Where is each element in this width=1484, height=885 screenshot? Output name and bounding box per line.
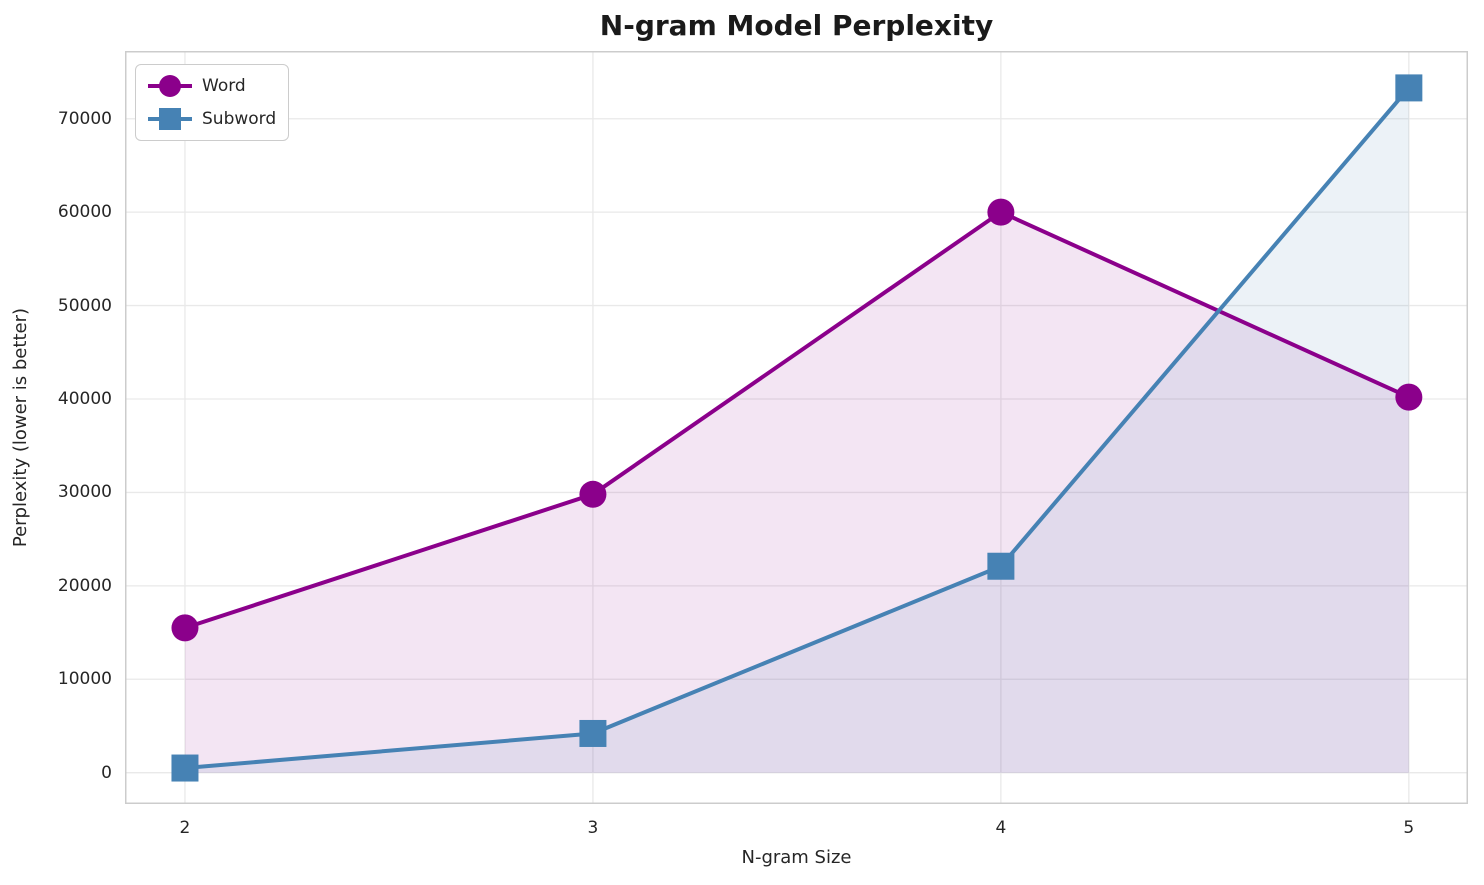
word-line [182,210,1411,630]
legend: Word Subword [135,64,290,141]
x-tick-label: 3 [587,818,599,838]
subword-area-fill [184,87,1409,773]
x-tick-label: 4 [995,818,1007,838]
legend-item-word: Word [148,72,276,100]
y-axis-label-wrap: Perplexity (lower is better) [10,51,31,804]
x-axis-ticks: 2 3 4 5 [125,817,1468,841]
subword-line [182,85,1411,771]
chart-title: N-gram Model Perplexity [599,9,994,42]
y-axis-ticks: 0 10000 20000 30000 40000 50000 60000 70000 [0,51,112,804]
subword-square-marker-icon [159,108,181,130]
word-area-fill [184,212,1409,773]
y-tick-label: 20000 [57,575,112,596]
legend-item-subword: Subword [148,105,276,133]
word-legend-sample [148,72,192,100]
subword-data-point-marker [987,552,1015,580]
y-tick-label: 70000 [57,108,112,129]
word-data-point-marker [1395,383,1423,411]
plot-area [125,51,1468,804]
x-axis-label: N-gram Size [741,847,852,868]
subword-data-point-marker [579,719,607,747]
y-tick-label: 10000 [57,669,112,690]
y-tick-label: 40000 [57,389,112,409]
plot-border [125,51,1468,804]
word-data-point-marker [987,198,1015,226]
legend-label-subword: Subword [202,109,277,129]
legend-label-word: Word [202,76,246,96]
word-circle-marker-icon [159,75,181,97]
word-data-point-marker [579,480,607,508]
y-axis-label: Perplexity (lower is better) [10,307,31,548]
y-tick-label: 60000 [57,202,112,223]
x-tick-label: 5 [1403,818,1415,838]
y-tick-label: 30000 [57,482,112,503]
subword-data-point-marker [171,754,199,782]
subword-legend-sample [148,105,192,133]
word-data-point-marker [171,614,199,642]
y-tick-label: 50000 [57,295,112,316]
subword-data-point-marker [1395,74,1423,102]
x-tick-label: 2 [179,818,191,838]
y-tick-label: 0 [101,762,112,783]
